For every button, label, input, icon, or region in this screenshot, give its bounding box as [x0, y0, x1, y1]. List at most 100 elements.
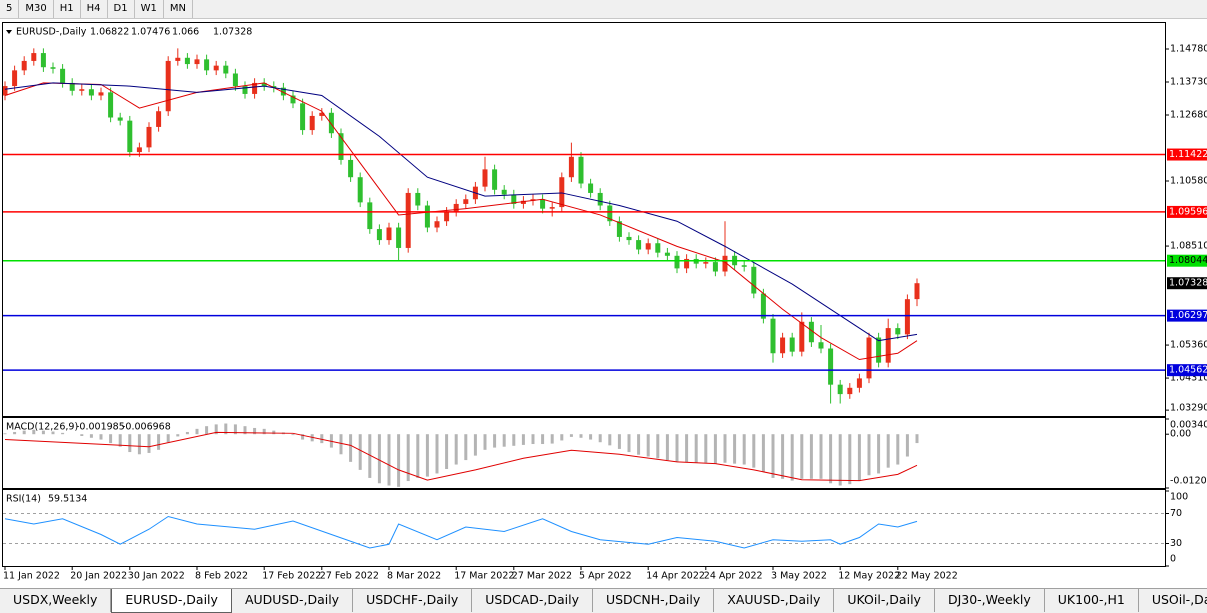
macd-bar: [397, 434, 401, 487]
candle-body: [684, 258, 690, 269]
level-label: 1.11422: [1169, 149, 1207, 160]
macd-bar: [291, 434, 295, 436]
macd-bar: [627, 434, 631, 453]
macd-bar: [3, 433, 7, 435]
y-tick-label: 30: [1170, 538, 1182, 549]
macd-bar: [483, 434, 487, 450]
macd-bar: [445, 434, 449, 470]
macd-bar: [61, 432, 65, 435]
candle-body: [914, 283, 920, 300]
candle-body: [751, 266, 757, 294]
candle-body: [636, 240, 642, 250]
ohlc-value: 1.066: [172, 27, 199, 38]
macd-bar: [464, 434, 468, 461]
timeframe-button[interactable]: M30: [19, 0, 54, 18]
macd-bar: [339, 434, 343, 455]
timeframe-button[interactable]: 5: [0, 0, 20, 18]
candle-body: [146, 126, 152, 148]
candle-body: [3, 86, 8, 96]
symbol-tab[interactable]: USDCAD-,Daily: [472, 589, 593, 612]
candle-body: [271, 86, 277, 88]
y-tick-label: 1.05360: [1170, 340, 1207, 351]
candle-body: [885, 328, 891, 363]
candle-body: [117, 117, 123, 121]
candle-body: [98, 92, 104, 96]
x-tick-label: 27 Feb 2022: [320, 571, 379, 582]
macd-bar: [387, 434, 391, 486]
chart-window: 1.14780 1.13730 1.12680 1.10580 1.08510 1.053…: [0, 19, 1207, 588]
candle-body: [396, 227, 402, 248]
candle-body: [424, 205, 430, 228]
macd-bar: [349, 434, 353, 462]
timeframe-button[interactable]: W1: [135, 0, 164, 18]
symbol-tab[interactable]: USDCNH-,Daily: [593, 589, 715, 612]
macd-bar: [272, 430, 276, 435]
macd-bar: [253, 427, 257, 435]
candle-body: [674, 255, 680, 269]
symbol-tab[interactable]: USDX,Weekly: [0, 589, 112, 612]
y-tick-label: 0.00: [1170, 429, 1191, 440]
macd-bar: [742, 434, 746, 465]
candle-body: [328, 112, 334, 134]
symbol-tab[interactable]: AUDUSD-,Daily: [232, 589, 354, 612]
symbol-tab[interactable]: UKOil-,Daily: [834, 589, 935, 612]
candle-body: [175, 57, 181, 61]
candle-body: [223, 65, 229, 74]
candle-body: [405, 192, 411, 248]
candle-body: [88, 89, 94, 96]
x-tick-label: 20 Jan 2022: [70, 571, 127, 582]
candle-body: [136, 147, 142, 153]
macd-bar: [809, 434, 813, 479]
symbol-tab[interactable]: XAUUSD-,Daily: [714, 589, 835, 612]
candle-body: [741, 265, 747, 267]
macd-bar: [51, 431, 55, 435]
macd-bar: [301, 434, 305, 440]
x-tick-label: 12 May 2022: [838, 571, 900, 582]
indicator-line: [4, 431, 918, 482]
symbol-tab[interactable]: USOil-,Daily: [1139, 589, 1207, 612]
macd-bar: [560, 434, 564, 441]
x-tick-label: 30 Jan 2022: [128, 571, 185, 582]
y-tick-label: 1.14780: [1170, 43, 1207, 54]
candle-body: [520, 200, 526, 204]
chart-title: EURUSD-,Daily: [16, 27, 87, 38]
candle-body: [348, 159, 354, 178]
timeframe-button[interactable]: H1: [54, 0, 81, 18]
timeframe-button[interactable]: MN: [164, 0, 193, 18]
x-tick-label: 22 May 2022: [896, 571, 958, 582]
indicator-value: -0.001985: [76, 422, 125, 433]
macd-bar: [406, 434, 410, 482]
macd-bar: [425, 434, 429, 477]
symbol-tabs: USDX,Weekly EURUSD-,Daily AUDUSD-,Daily USD…: [0, 588, 1207, 613]
macd-bar: [704, 434, 708, 463]
symbol-tab[interactable]: EURUSD-,Daily: [111, 589, 232, 613]
timeframe-button[interactable]: D1: [108, 0, 135, 18]
macd-bar: [781, 434, 785, 479]
macd-bar: [502, 434, 506, 447]
macd-bar: [99, 434, 103, 440]
indicator-title: RSI(14): [6, 494, 41, 505]
timeframe-button[interactable]: H4: [81, 0, 108, 18]
x-tick-label: 17 Feb 2022: [262, 571, 321, 582]
candle-body: [252, 82, 258, 94]
symbol-tab[interactable]: DJ30-,Weekly: [935, 589, 1045, 612]
symbol-tab[interactable]: UK100-,H1: [1045, 589, 1139, 612]
candle-body: [645, 243, 651, 250]
macd-bar: [637, 434, 641, 455]
macd-bar: [857, 434, 861, 482]
candle-body: [492, 169, 498, 190]
candle-body: [895, 328, 901, 335]
macd-bar: [656, 434, 660, 459]
macd-bar: [800, 434, 804, 479]
candle-body: [453, 203, 459, 212]
candle-body: [127, 120, 133, 153]
macd-bar: [848, 434, 852, 485]
macd-bar: [320, 434, 324, 444]
macd-bar: [905, 434, 909, 457]
macd-bar: [531, 434, 535, 445]
symbol-tab[interactable]: USDCHF-,Daily: [353, 589, 473, 612]
macd-bar: [368, 434, 372, 478]
macd-bar: [685, 434, 689, 463]
macd-bar: [147, 434, 151, 453]
